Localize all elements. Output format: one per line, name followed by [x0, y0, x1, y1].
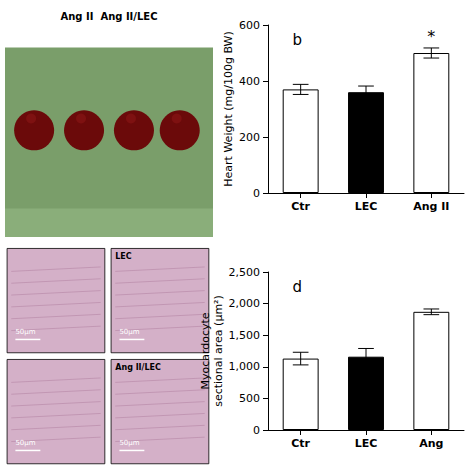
svg-text:50μm: 50μm [15, 439, 35, 447]
svg-text:Ang II/LEC: Ang II/LEC [115, 363, 161, 372]
svg-text:Myocardocyte: Myocardocyte [199, 312, 212, 389]
svg-text:2,000: 2,000 [229, 297, 261, 310]
svg-text:Ang: Ang [419, 437, 443, 450]
svg-text:50μm: 50μm [15, 328, 35, 336]
svg-text:1,000: 1,000 [229, 360, 261, 373]
svg-text:600: 600 [239, 19, 260, 32]
svg-text:Ctr: Ctr [291, 437, 310, 450]
svg-text:Ctr: Ctr [291, 200, 310, 213]
svg-text:2,500: 2,500 [229, 266, 261, 279]
svg-text:0: 0 [253, 424, 260, 437]
svg-text:Ang II: Ang II [413, 200, 449, 213]
svg-text:50μm: 50μm [119, 328, 139, 336]
svg-text:50μm: 50μm [119, 439, 139, 447]
svg-text:400: 400 [239, 75, 260, 88]
svg-text:500: 500 [239, 392, 260, 405]
svg-text:LEC: LEC [355, 200, 378, 213]
svg-text:b: b [293, 31, 303, 49]
svg-text:200: 200 [239, 131, 260, 144]
svg-text:LEC: LEC [115, 252, 132, 261]
svg-text:sectional area (μm²): sectional area (μm²) [212, 295, 225, 407]
svg-text:Heart Weight (mg/100g BW): Heart Weight (mg/100g BW) [222, 31, 235, 186]
svg-text:Ang II Ang II/LEC: Ang II Ang II/LEC [60, 11, 157, 22]
svg-text:1,500: 1,500 [229, 329, 261, 342]
svg-text:*: * [427, 27, 435, 46]
svg-text:0: 0 [253, 187, 260, 200]
svg-text:d: d [293, 278, 303, 296]
svg-text:LEC: LEC [355, 437, 378, 450]
